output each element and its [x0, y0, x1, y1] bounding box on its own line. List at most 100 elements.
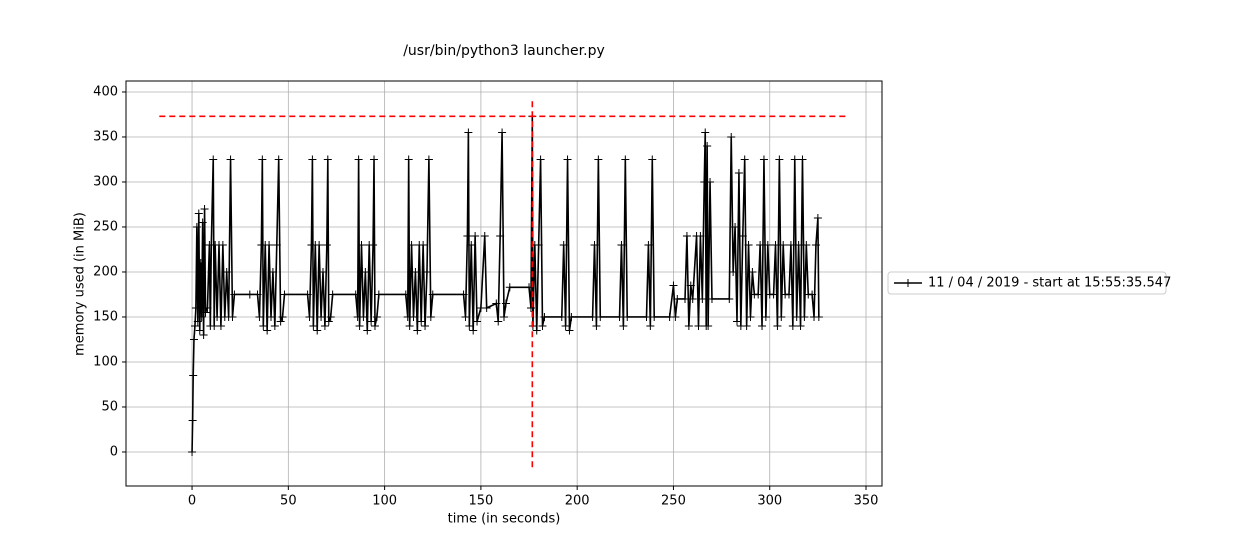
- data-point: [263, 326, 272, 335]
- data-point: [800, 312, 809, 321]
- data-point: [278, 312, 287, 321]
- data-point: [228, 312, 237, 321]
- data-point: [808, 290, 817, 299]
- data-point: [222, 267, 231, 276]
- data-point: [210, 321, 219, 330]
- data-point: [786, 240, 795, 249]
- data-point: [594, 155, 603, 164]
- data-point: [405, 321, 414, 330]
- data-point: [532, 326, 541, 335]
- data-point: [761, 312, 770, 321]
- data-point: [501, 299, 510, 308]
- data-point: [492, 299, 501, 308]
- data-point: [617, 240, 626, 249]
- data-point: [567, 312, 576, 321]
- data-point: [266, 312, 275, 321]
- data-point: [355, 321, 364, 330]
- data-point: [756, 240, 765, 249]
- data-point: [280, 290, 289, 299]
- data-point: [309, 321, 318, 330]
- data-point: [727, 132, 736, 141]
- data-point: [245, 290, 254, 299]
- data-point: [615, 312, 624, 321]
- data-point: [188, 416, 197, 425]
- chart-title: /usr/bin/python3 launcher.py: [403, 43, 605, 59]
- data-point: [706, 177, 715, 186]
- data-point: [326, 312, 335, 321]
- data-point: [216, 321, 225, 330]
- y-tick-label: 0: [110, 444, 118, 459]
- data-point: [536, 155, 545, 164]
- data-point: [769, 290, 778, 299]
- x-tick-label: 0: [188, 494, 196, 509]
- data-point: [370, 321, 379, 330]
- data-point: [274, 155, 283, 164]
- data-point: [494, 317, 503, 326]
- data-point: [623, 312, 632, 321]
- data-point: [779, 240, 788, 249]
- data-point: [351, 290, 360, 299]
- data-point: [763, 240, 772, 249]
- data-point: [773, 321, 782, 330]
- data-point: [754, 290, 763, 299]
- data-point: [407, 240, 416, 249]
- data-point: [802, 240, 811, 249]
- data-point: [313, 326, 322, 335]
- data-point: [199, 330, 208, 339]
- data-point: [480, 231, 489, 240]
- data-point: [725, 294, 734, 303]
- data-point: [648, 155, 657, 164]
- data-point: [323, 155, 332, 164]
- data-point: [361, 267, 370, 276]
- data-point: [592, 321, 601, 330]
- data-point: [704, 321, 713, 330]
- data-point: [419, 240, 428, 249]
- data-point: [559, 240, 568, 249]
- data-point: [194, 209, 203, 218]
- data-point: [270, 321, 279, 330]
- data-point: [464, 128, 473, 137]
- data-point: [707, 294, 716, 303]
- data-point: [682, 231, 691, 240]
- data-point: [621, 155, 630, 164]
- data-point: [744, 240, 753, 249]
- data-point: [315, 240, 324, 249]
- data-point: [684, 321, 693, 330]
- data-point: [189, 371, 198, 380]
- data-point: [746, 312, 755, 321]
- data-point: [189, 335, 198, 344]
- data-point: [203, 303, 212, 312]
- x-tick-label: 150: [468, 494, 493, 509]
- data-point: [794, 240, 803, 249]
- data-point: [190, 321, 199, 330]
- data-point: [272, 240, 281, 249]
- data-point: [363, 326, 372, 335]
- data-point: [258, 155, 267, 164]
- data-point: [428, 290, 437, 299]
- x-tick-label: 300: [757, 494, 782, 509]
- data-point: [811, 240, 820, 249]
- data-point: [742, 321, 751, 330]
- y-tick-label: 50: [101, 399, 118, 414]
- data-point: [813, 213, 822, 222]
- data-point: [367, 317, 376, 326]
- data-point: [255, 312, 264, 321]
- data-point: [322, 240, 331, 249]
- data-point: [775, 155, 784, 164]
- data-point: [740, 155, 749, 164]
- data-point: [701, 128, 710, 137]
- data-point: [565, 326, 574, 335]
- data-point: [644, 240, 653, 249]
- data-point: [671, 312, 680, 321]
- data-point: [308, 155, 317, 164]
- data-point: [198, 218, 207, 227]
- data-point: [471, 231, 480, 240]
- legend-label: 11 / 04 / 2019 - start at 15:55:35.547: [928, 276, 1171, 291]
- x-tick-label: 350: [854, 494, 879, 509]
- data-line: [191, 116, 820, 452]
- y-tick-label: 150: [93, 309, 118, 324]
- plot-frame: [125, 80, 883, 487]
- y-tick-label: 400: [93, 84, 118, 99]
- data-point: [748, 267, 757, 276]
